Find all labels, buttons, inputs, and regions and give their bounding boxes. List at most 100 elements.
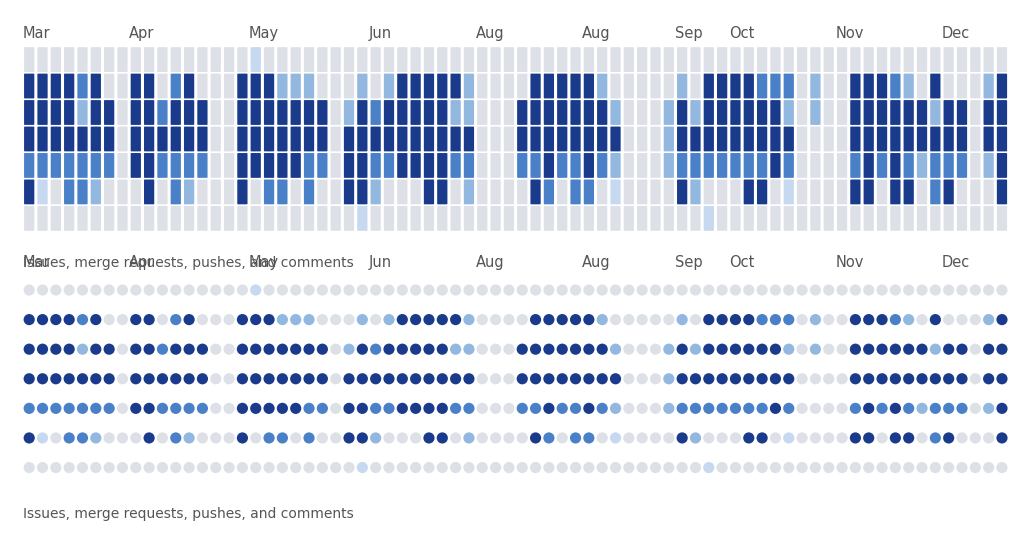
FancyBboxPatch shape [411,206,421,231]
FancyBboxPatch shape [650,126,660,152]
FancyBboxPatch shape [624,47,634,72]
FancyBboxPatch shape [770,153,780,178]
FancyBboxPatch shape [517,100,527,125]
FancyBboxPatch shape [770,206,780,231]
FancyBboxPatch shape [890,74,900,99]
Circle shape [436,462,447,473]
Circle shape [436,343,447,355]
FancyBboxPatch shape [863,47,873,72]
Circle shape [157,462,168,473]
FancyBboxPatch shape [264,153,274,178]
Circle shape [450,462,461,473]
Circle shape [650,314,662,325]
Circle shape [223,373,234,384]
Circle shape [90,314,101,325]
Circle shape [143,284,155,295]
Circle shape [77,343,88,355]
FancyBboxPatch shape [823,74,834,99]
Circle shape [956,314,968,325]
Circle shape [50,432,61,444]
Circle shape [584,284,595,295]
Circle shape [850,373,861,384]
FancyBboxPatch shape [291,179,301,204]
Circle shape [370,284,381,295]
Circle shape [130,373,141,384]
Circle shape [983,314,994,325]
FancyBboxPatch shape [304,179,314,204]
Circle shape [263,343,274,355]
Circle shape [290,432,301,444]
Circle shape [943,373,954,384]
FancyBboxPatch shape [317,74,328,99]
Circle shape [463,462,474,473]
Circle shape [903,432,914,444]
FancyBboxPatch shape [730,74,740,99]
Circle shape [610,403,622,414]
FancyBboxPatch shape [371,100,381,125]
Circle shape [770,314,781,325]
FancyBboxPatch shape [118,47,128,72]
Circle shape [223,284,234,295]
Circle shape [677,373,688,384]
Circle shape [837,373,848,384]
FancyBboxPatch shape [903,47,913,72]
Circle shape [597,403,608,414]
Circle shape [504,403,514,414]
FancyBboxPatch shape [477,153,487,178]
FancyBboxPatch shape [690,153,700,178]
Circle shape [356,373,368,384]
Circle shape [63,462,75,473]
FancyBboxPatch shape [597,206,607,231]
FancyBboxPatch shape [118,74,128,99]
FancyBboxPatch shape [584,100,594,125]
FancyBboxPatch shape [238,153,248,178]
FancyBboxPatch shape [743,179,754,204]
Circle shape [423,284,434,295]
FancyBboxPatch shape [344,179,354,204]
FancyBboxPatch shape [171,126,181,152]
Circle shape [530,373,541,384]
Circle shape [237,343,248,355]
Circle shape [717,432,728,444]
Circle shape [316,403,328,414]
Text: Mar: Mar [23,26,50,41]
Circle shape [103,284,115,295]
Circle shape [383,314,394,325]
FancyBboxPatch shape [477,126,487,152]
Circle shape [930,284,941,295]
FancyBboxPatch shape [424,179,434,204]
FancyBboxPatch shape [797,179,807,204]
Circle shape [197,432,208,444]
Circle shape [77,314,88,325]
FancyBboxPatch shape [264,126,274,152]
Circle shape [77,462,88,473]
FancyBboxPatch shape [211,100,221,125]
FancyBboxPatch shape [970,100,980,125]
FancyBboxPatch shape [916,179,927,204]
Circle shape [77,284,88,295]
Circle shape [610,432,622,444]
FancyBboxPatch shape [38,100,48,125]
FancyBboxPatch shape [650,206,660,231]
Circle shape [423,343,434,355]
FancyBboxPatch shape [171,206,181,231]
Circle shape [450,314,461,325]
FancyBboxPatch shape [78,74,88,99]
FancyBboxPatch shape [437,153,447,178]
FancyBboxPatch shape [91,126,101,152]
FancyBboxPatch shape [597,179,607,204]
FancyBboxPatch shape [797,100,807,125]
FancyBboxPatch shape [956,126,967,152]
FancyBboxPatch shape [664,153,674,178]
FancyBboxPatch shape [970,179,980,204]
Text: Issues, merge requests, pushes, and comments: Issues, merge requests, pushes, and comm… [23,507,353,521]
Circle shape [130,343,141,355]
FancyBboxPatch shape [530,74,541,99]
FancyBboxPatch shape [703,74,714,99]
FancyBboxPatch shape [38,126,48,152]
FancyBboxPatch shape [983,74,993,99]
Circle shape [383,432,394,444]
FancyBboxPatch shape [238,179,248,204]
Circle shape [330,343,341,355]
FancyBboxPatch shape [131,206,141,231]
